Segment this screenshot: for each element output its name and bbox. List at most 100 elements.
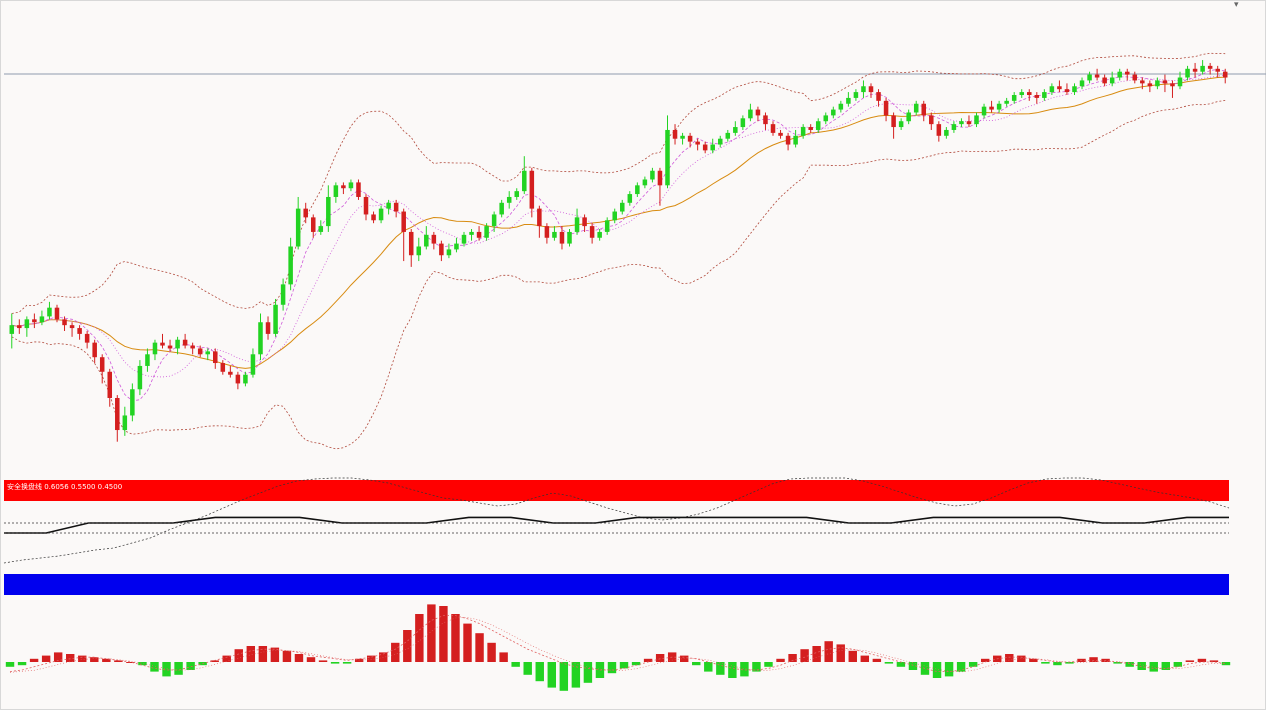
histogram-bar <box>848 650 857 662</box>
candle-body <box>944 129 949 136</box>
candle-body <box>1102 77 1107 84</box>
candle-body <box>1094 74 1100 78</box>
histogram-bar <box>872 658 882 662</box>
candle-body <box>755 109 761 116</box>
histogram-bar <box>740 662 749 677</box>
candle-body <box>815 121 821 130</box>
histogram-bar <box>1161 662 1170 670</box>
candle-body <box>522 170 527 192</box>
histogram-bar <box>330 662 340 664</box>
chevron-down-icon[interactable]: ▾ <box>1234 0 1239 10</box>
candle-body <box>604 220 610 232</box>
histogram-bar <box>1029 658 1038 662</box>
candle-body <box>1019 92 1024 96</box>
candle-body <box>32 319 37 323</box>
candle-body <box>1200 65 1205 72</box>
candle-body <box>838 103 844 110</box>
signal-lines <box>9 615 1227 673</box>
candle-body <box>687 135 693 142</box>
histogram-bar <box>559 662 569 691</box>
candle-body <box>326 196 331 227</box>
candle-body <box>386 202 391 209</box>
candle-body <box>17 325 22 329</box>
histogram-bar <box>836 644 845 662</box>
histogram-bar <box>90 657 99 662</box>
candle-body <box>92 342 97 358</box>
candle-body <box>1207 65 1213 69</box>
histogram-bar <box>162 662 171 677</box>
candle-body <box>484 226 489 238</box>
candle-body <box>243 374 248 384</box>
candle-body <box>537 208 542 227</box>
candle-body <box>1147 83 1153 87</box>
candle-body <box>793 135 798 145</box>
candle-body <box>748 109 753 119</box>
candle-body <box>612 211 617 221</box>
candle-body <box>831 109 836 116</box>
histogram-bar <box>126 662 135 663</box>
histogram-bar <box>53 652 63 662</box>
candle-body <box>424 234 429 247</box>
candle-body <box>115 397 120 431</box>
candle-body <box>160 342 165 346</box>
candle-body <box>966 121 972 125</box>
indicator-label: 安全换盘线 0.6056 0.5500 0.4500 <box>7 483 123 491</box>
candle-body <box>725 132 731 139</box>
candle-body <box>929 115 934 125</box>
histogram-bar <box>547 662 556 688</box>
candle-body <box>514 191 520 197</box>
histogram-bar <box>102 658 111 662</box>
histogram-bar <box>956 662 966 672</box>
candle-body <box>408 231 414 256</box>
candle-body <box>39 316 45 323</box>
histogram-bar <box>17 662 27 666</box>
histogram-bar <box>246 646 256 662</box>
histogram-bar <box>1137 662 1146 670</box>
histogram-bar <box>583 662 593 683</box>
bollinger-bands <box>11 52 1226 450</box>
candle-body <box>499 202 504 215</box>
candle-body <box>1177 77 1183 87</box>
candle-body <box>145 354 150 366</box>
histogram-bar <box>884 662 894 664</box>
candle-body <box>1215 68 1220 72</box>
histogram-bar <box>29 658 39 662</box>
candle-body <box>197 348 203 355</box>
histogram-bar <box>764 662 773 667</box>
candle-body <box>733 127 738 133</box>
histogram-bar <box>655 654 665 662</box>
candle-body <box>1192 68 1198 72</box>
candle-body <box>1132 74 1138 81</box>
histogram-bar <box>968 662 978 667</box>
histogram-bar <box>980 658 990 662</box>
histogram-bar <box>1041 662 1050 664</box>
histogram-bar <box>475 633 484 662</box>
candle-body <box>657 170 663 186</box>
candle-body <box>921 103 927 116</box>
histogram-bar <box>752 662 761 672</box>
histogram-bar <box>1089 657 1098 662</box>
histogram-bar <box>451 614 460 662</box>
histogram-bar <box>41 655 51 662</box>
histogram-bar <box>812 646 821 662</box>
candle-body <box>913 103 919 113</box>
histogram-bar <box>1149 662 1158 672</box>
bollinger-lower-line <box>11 100 1226 450</box>
histogram-bar <box>944 662 954 677</box>
candle-body <box>250 354 256 375</box>
histogram-bar <box>1173 662 1183 667</box>
candle-body <box>220 363 226 372</box>
candle-body <box>1034 95 1040 98</box>
histogram-bar <box>210 660 219 662</box>
candle-body <box>589 226 595 238</box>
candle-body <box>303 208 308 218</box>
histogram-bar <box>138 662 147 666</box>
candle-body <box>182 339 188 346</box>
candle-body <box>295 208 301 247</box>
candle-body <box>54 307 60 320</box>
candle-body <box>702 144 708 151</box>
candle-body <box>642 179 648 186</box>
candle-body <box>574 217 580 232</box>
candle-body <box>883 100 889 116</box>
histogram-series <box>5 604 1231 691</box>
